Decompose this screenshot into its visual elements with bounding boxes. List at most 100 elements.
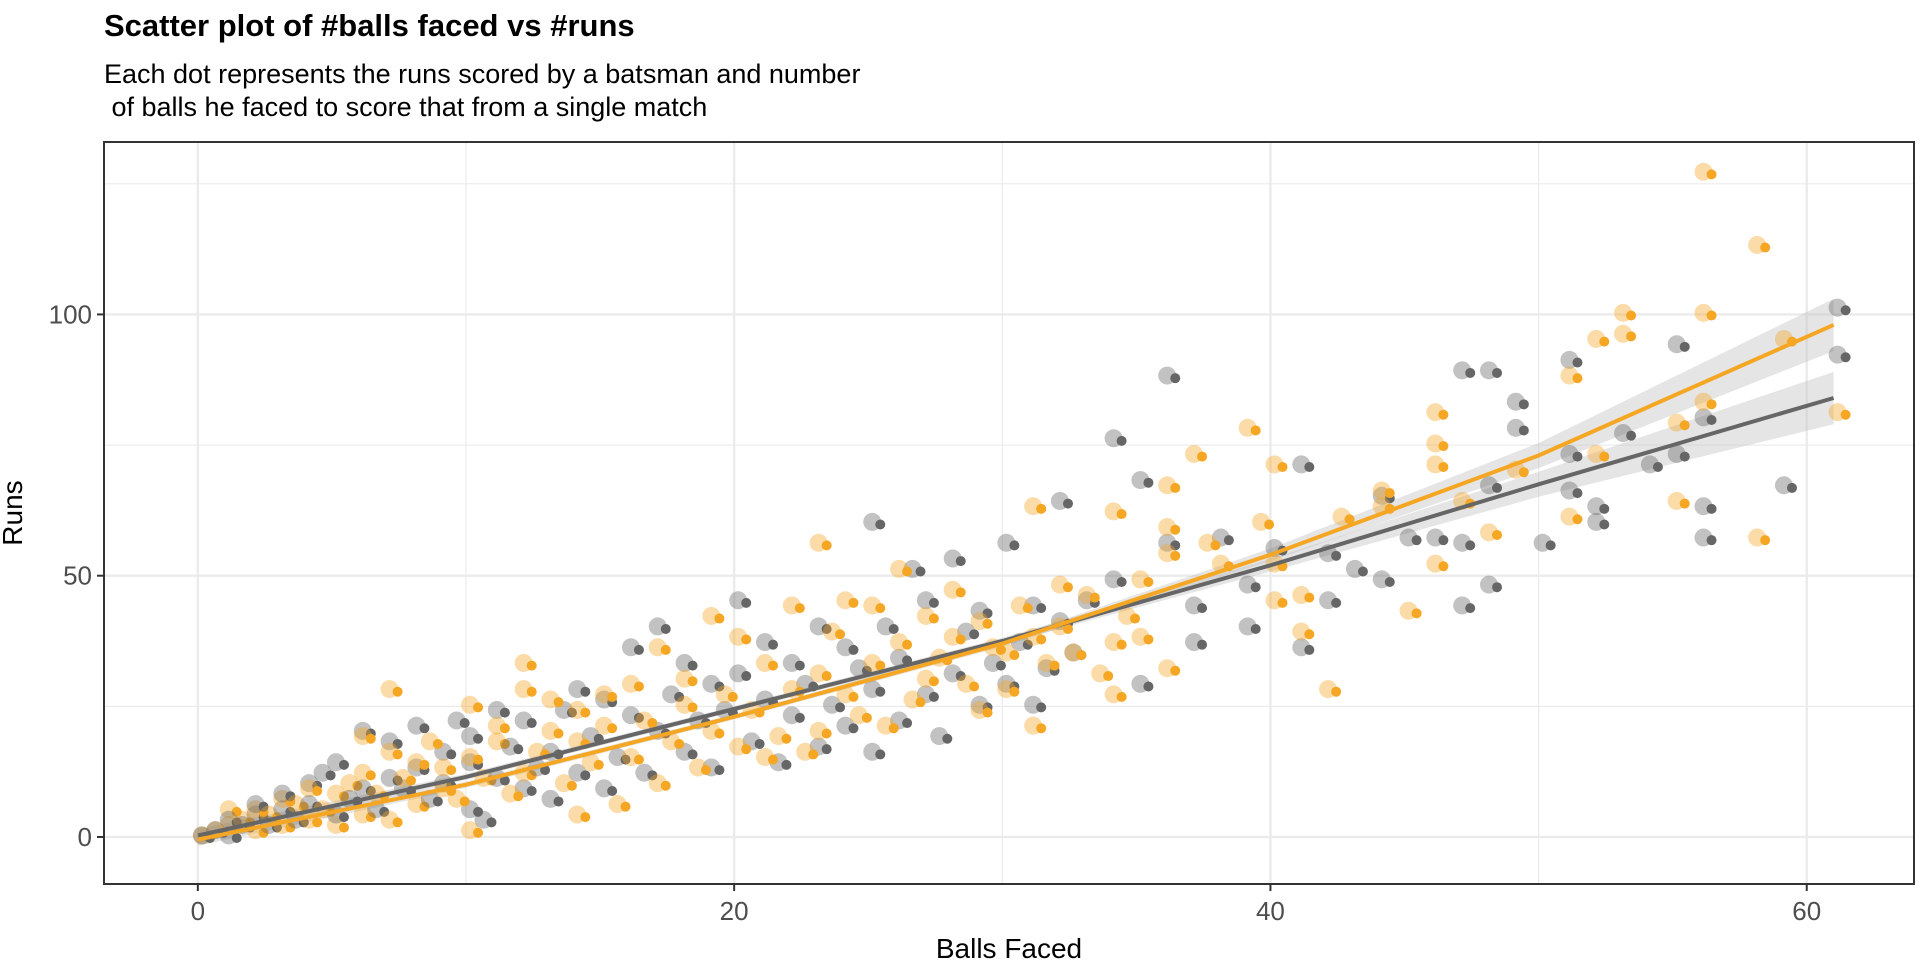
point-core <box>1599 503 1610 514</box>
point-core <box>687 702 698 713</box>
point-core <box>1170 482 1181 493</box>
data-point-orange <box>1332 507 1355 526</box>
point-core <box>1089 592 1100 603</box>
data-point-gray <box>943 549 966 568</box>
data-point-gray <box>1533 533 1556 552</box>
point-core <box>915 697 926 708</box>
data-point-gray <box>836 638 859 657</box>
data-point-orange <box>943 580 966 599</box>
point-core <box>419 723 430 734</box>
point-core <box>499 775 510 786</box>
data-point-orange <box>514 653 537 672</box>
data-point-orange <box>1024 716 1047 735</box>
data-point-gray <box>876 617 899 636</box>
data-point-orange <box>1158 518 1181 537</box>
point-core <box>700 765 711 776</box>
point-core <box>1572 514 1583 525</box>
point-core <box>607 691 618 702</box>
data-point-gray <box>367 800 390 819</box>
point-core <box>1706 310 1717 321</box>
point-core <box>1197 639 1208 650</box>
data-point-orange <box>715 685 738 704</box>
point-core <box>633 712 644 723</box>
data-point-orange <box>836 591 859 610</box>
point-core <box>821 728 832 739</box>
point-core <box>1250 582 1261 593</box>
point-core <box>473 733 484 744</box>
data-point-orange <box>621 748 644 767</box>
data-point-orange <box>782 596 805 615</box>
point-core <box>995 644 1006 655</box>
data-point-gray <box>1453 596 1476 615</box>
data-point-gray <box>514 711 537 730</box>
point-core <box>553 796 564 807</box>
point-core <box>1062 624 1073 635</box>
point-core <box>285 822 296 833</box>
data-point-orange <box>943 627 966 646</box>
point-core <box>258 827 269 838</box>
point-core <box>768 639 779 650</box>
data-point-gray <box>1104 429 1127 448</box>
data-point-gray <box>1292 455 1315 474</box>
data-point-gray <box>407 716 430 735</box>
data-point-orange <box>1158 544 1181 563</box>
data-point-orange <box>1010 596 1033 615</box>
point-core <box>848 597 859 608</box>
data-point-orange <box>407 795 430 814</box>
data-point-gray <box>1828 345 1851 364</box>
point-core <box>338 822 349 833</box>
data-point-gray <box>755 633 779 652</box>
point-core <box>915 566 926 577</box>
data-point-orange <box>1198 533 1221 552</box>
point-core <box>1304 644 1315 655</box>
data-point-gray <box>1399 528 1422 547</box>
data-point-orange <box>380 680 403 699</box>
data-point-gray <box>1372 570 1395 589</box>
point-core <box>1518 399 1529 410</box>
point-core <box>768 660 779 671</box>
point-core <box>1760 242 1771 253</box>
point-core <box>406 775 417 786</box>
point-core <box>1130 613 1141 624</box>
point-core <box>419 759 430 770</box>
point-core <box>1197 603 1208 614</box>
data-point-orange <box>581 753 604 772</box>
data-point-orange <box>380 742 403 761</box>
point-core <box>1465 540 1476 551</box>
data-point-orange <box>1828 403 1851 422</box>
data-point-gray <box>970 601 993 620</box>
chart-subtitle: Each dot represents the runs scored by a… <box>104 59 861 122</box>
data-point-orange <box>353 805 376 824</box>
point-core <box>1277 597 1288 608</box>
point-core <box>580 770 591 781</box>
point-core <box>231 806 242 817</box>
point-core <box>1840 305 1851 316</box>
point-core <box>1438 409 1449 420</box>
fit-line-gray <box>197 396 1835 838</box>
point-core <box>1103 671 1114 682</box>
point-core <box>1223 535 1234 546</box>
data-point-orange <box>1091 664 1114 683</box>
data-point-orange <box>1426 554 1449 573</box>
point-core <box>928 613 939 624</box>
data-point-orange <box>1158 476 1181 495</box>
data-point-gray <box>729 664 752 683</box>
point-core <box>660 624 671 635</box>
point-core <box>365 733 376 744</box>
data-point-gray <box>863 512 886 531</box>
point-core <box>955 587 966 598</box>
point-core <box>566 707 577 718</box>
point-core <box>526 770 537 781</box>
point-core <box>1170 665 1181 676</box>
point-core <box>1036 603 1047 614</box>
data-point-orange <box>729 737 752 756</box>
point-core <box>553 697 564 708</box>
data-point-orange <box>1560 507 1583 526</box>
point-core <box>338 812 349 823</box>
data-point-orange <box>796 742 819 761</box>
data-point-gray <box>1345 559 1368 578</box>
data-point-gray <box>983 653 1006 672</box>
data-point-gray <box>1453 533 1476 552</box>
point-core <box>499 707 510 718</box>
data-point-gray <box>1694 408 1717 427</box>
